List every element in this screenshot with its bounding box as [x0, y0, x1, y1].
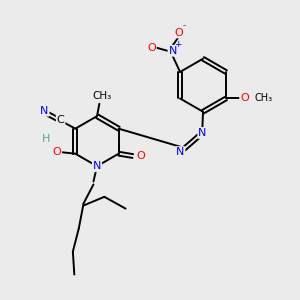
Text: O: O [240, 94, 249, 103]
Text: N: N [93, 161, 101, 171]
Text: -: - [183, 22, 186, 31]
Text: O: O [174, 28, 183, 38]
Text: N: N [176, 147, 184, 157]
Text: N: N [198, 128, 207, 138]
Text: O: O [147, 43, 156, 53]
Text: O: O [52, 147, 61, 157]
Text: CH₃: CH₃ [93, 92, 112, 101]
Text: H: H [42, 134, 50, 144]
Text: N: N [169, 46, 177, 56]
Text: O: O [137, 151, 146, 161]
Text: C: C [57, 116, 64, 125]
Text: CH₃: CH₃ [254, 94, 272, 103]
Text: +: + [174, 40, 182, 49]
Text: N: N [40, 106, 49, 116]
